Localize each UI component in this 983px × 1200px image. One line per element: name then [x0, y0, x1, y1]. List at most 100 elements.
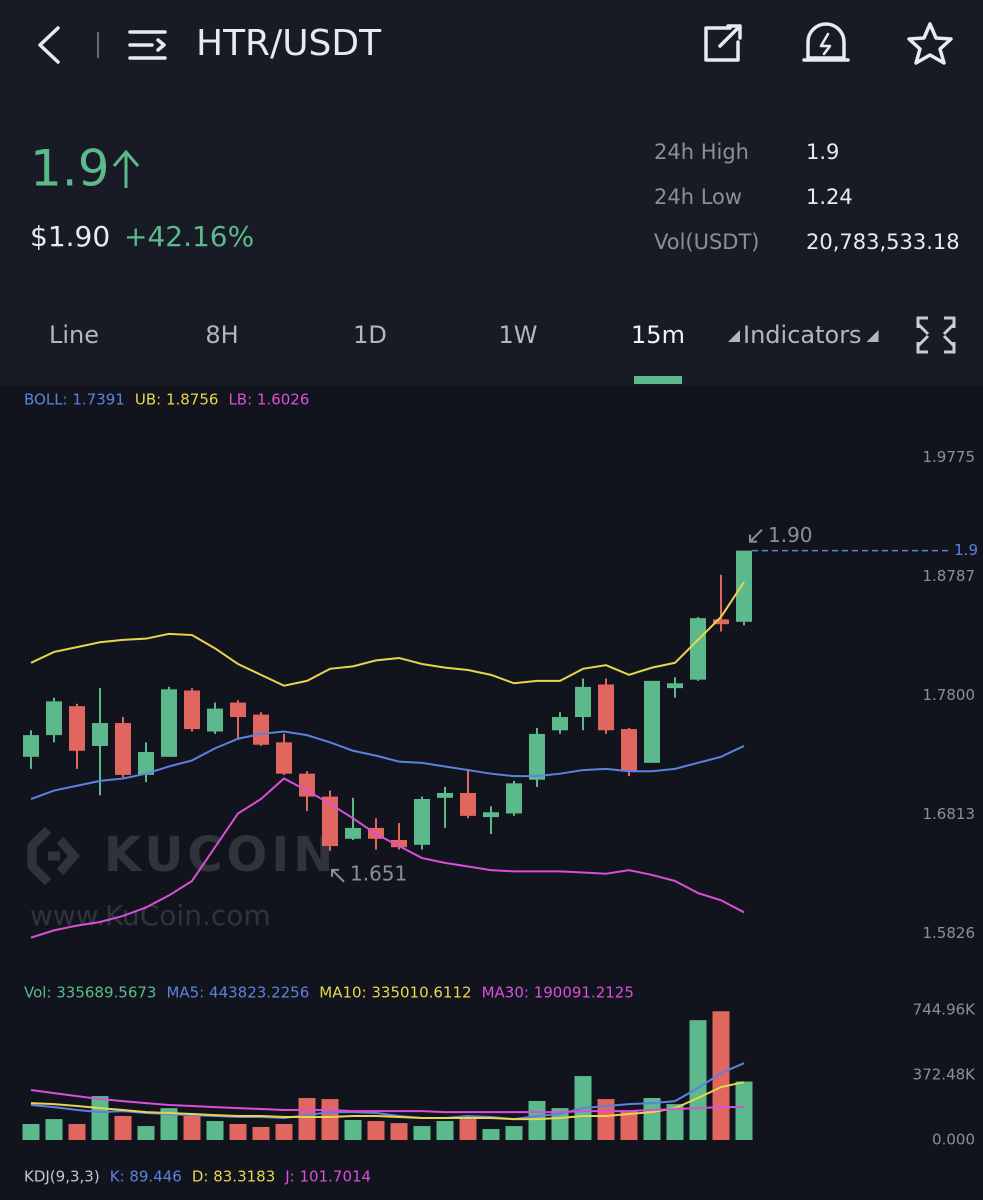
header-bg: [0, 0, 983, 385]
volume-bar: [620, 1111, 638, 1140]
favorite-button[interactable]: [907, 22, 953, 65]
candle-body: [598, 684, 614, 731]
volume-bar: [390, 1123, 408, 1140]
candle-body: [529, 733, 545, 780]
tab[interactable]: 1D: [353, 321, 387, 349]
alert-button[interactable]: [802, 22, 850, 62]
candle-body: [506, 783, 522, 814]
candle-body: [713, 619, 729, 625]
volume-bar: [643, 1098, 661, 1140]
candle-body: [667, 683, 683, 689]
volume-bar: [666, 1104, 684, 1140]
price-change: +42.16%: [124, 220, 254, 253]
y-tick-label: 744.96K: [913, 1001, 976, 1019]
candle-body: [690, 618, 706, 680]
menu-button[interactable]: [128, 30, 167, 60]
volume-bar: [275, 1123, 293, 1140]
candle-body: [299, 773, 315, 797]
candle-body: [644, 680, 660, 763]
volume-bar: [45, 1119, 63, 1140]
y-tick-label: 372.48K: [913, 1066, 976, 1084]
legend-item: MA30: 190091.2125: [482, 984, 634, 1002]
pair-title: HTR/USDT: [196, 23, 382, 64]
candle-body: [115, 723, 131, 775]
y-tick-label: 1.5826: [923, 924, 976, 942]
y-tick-label: 0.000: [932, 1131, 975, 1149]
volume-bar: [505, 1126, 523, 1140]
stats: 24h High 1.9 24h Low 1.24 Vol(USDT) 20,783,53…: [654, 140, 960, 254]
tab[interactable]: Indicators: [743, 321, 862, 349]
candle-body: [207, 708, 223, 732]
stat-label: 24h Low: [654, 185, 742, 209]
candle-body: [23, 735, 39, 757]
volume-bar: [367, 1121, 385, 1140]
low-arrow: [331, 868, 345, 883]
candle-body: [460, 792, 476, 816]
legend-item: MA10: 335010.6112: [319, 984, 471, 1002]
volume-bar: [91, 1096, 109, 1140]
dropdown-icon: [728, 330, 740, 342]
y-tick-label: 1.9775: [923, 448, 976, 466]
candle-body: [230, 702, 246, 718]
legend-item: J: 101.7014: [284, 1168, 371, 1186]
volume-bar: [137, 1126, 155, 1140]
low-label: 1.651: [350, 861, 407, 885]
candle-body: [621, 729, 637, 772]
stat-label: Vol(USDT): [654, 230, 760, 254]
y-tick-label: 1.6813: [923, 805, 976, 823]
candle-body: [437, 792, 453, 798]
volume-bar: [482, 1129, 500, 1140]
tab[interactable]: 8H: [205, 321, 238, 349]
tab-underline: [634, 376, 682, 384]
tab[interactable]: Line: [49, 321, 99, 349]
volume-bar: [551, 1108, 569, 1140]
legend-item: BOLL: 1.7391: [24, 391, 125, 409]
back-button[interactable]: [38, 26, 60, 64]
volume-bar: [528, 1100, 546, 1140]
indicator-line: [30, 777, 745, 939]
y-tick-label: 1.7800: [923, 686, 976, 704]
volume-bar: [160, 1108, 178, 1140]
volume-bar: [413, 1126, 431, 1140]
price-usd: $1.90: [30, 220, 110, 253]
candle-body: [46, 701, 62, 736]
candle-body: [736, 550, 752, 622]
share-button[interactable]: [704, 24, 742, 62]
candle-body: [552, 717, 568, 731]
volume-bar: [712, 1011, 730, 1140]
tabs: Line 8H 1D 1W 15m Indicators: [49, 321, 879, 384]
volume-bar: [344, 1119, 362, 1140]
volume-ma-line: [30, 1081, 745, 1121]
volume-bar: [689, 1020, 707, 1140]
high-arrow: [749, 528, 763, 543]
fullscreen-button[interactable]: [916, 316, 956, 354]
indicator-line: [30, 581, 745, 687]
tab[interactable]: 1W: [499, 321, 538, 349]
volume-bar: [206, 1121, 224, 1140]
last-price-label: 1.9: [954, 541, 978, 559]
tab[interactable]: 15m: [631, 321, 685, 349]
candle-body: [391, 839, 407, 848]
legend-item: LB: 1.6026: [228, 391, 309, 409]
volume-bar: [735, 1081, 753, 1140]
volume-ma-line: [30, 1089, 744, 1114]
volume-bar: [321, 1099, 339, 1140]
candle-body: [575, 686, 591, 718]
volume-bar: [459, 1119, 477, 1140]
chart-bg: [0, 385, 983, 1200]
indicator-line: [30, 730, 745, 800]
candle-body: [253, 714, 269, 745]
volume-bar: [436, 1121, 454, 1140]
legend-item: K: 89.446: [110, 1168, 182, 1186]
candle-body: [184, 690, 200, 730]
stat-value: 1.24: [806, 185, 853, 209]
legend-item: D: 83.3183: [192, 1168, 275, 1186]
candle-body: [69, 706, 85, 751]
volume-bar: [68, 1123, 86, 1140]
volume-bar: [597, 1099, 615, 1140]
stat-label: 24h High: [654, 140, 749, 164]
volume-bar: [298, 1098, 316, 1140]
candle-body: [92, 723, 108, 746]
high-label: 1.90: [768, 523, 813, 547]
